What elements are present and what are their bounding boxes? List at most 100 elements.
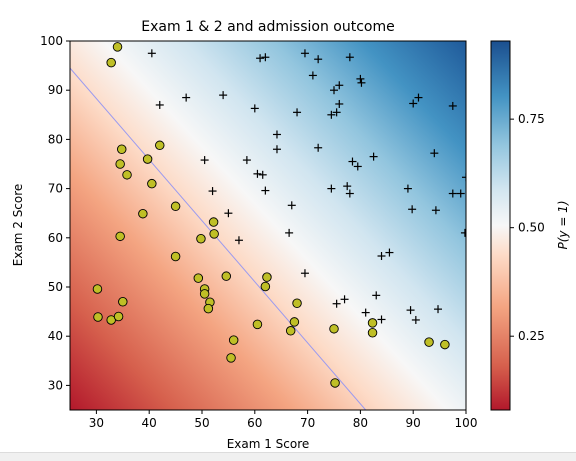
admitted-point bbox=[293, 108, 302, 117]
y-tick-label: 50 bbox=[48, 280, 63, 294]
colorbar-label: P(y = 1) bbox=[556, 200, 570, 249]
y-tick-label: 100 bbox=[40, 34, 63, 48]
admitted-point bbox=[155, 100, 164, 109]
not-admitted-point bbox=[142, 154, 153, 164]
admitted-point bbox=[332, 108, 341, 117]
admitted-point bbox=[406, 306, 415, 315]
not-admitted-point bbox=[208, 217, 219, 227]
not-admitted-point bbox=[138, 208, 148, 219]
not-admitted-point bbox=[193, 273, 204, 283]
colorbar-tick-label: 0.50 bbox=[518, 221, 545, 235]
not-admitted-point bbox=[170, 251, 181, 262]
admitted-point bbox=[361, 308, 370, 317]
x-tick-label: 60 bbox=[247, 416, 262, 430]
admitted-point bbox=[356, 74, 365, 83]
not-admitted-point bbox=[155, 140, 165, 151]
not-admitted-point bbox=[93, 312, 103, 322]
admitted-point bbox=[327, 110, 336, 119]
y-axis-label: Exam 2 Score bbox=[11, 184, 25, 267]
x-tick-label: 40 bbox=[142, 416, 157, 430]
not-admitted-point bbox=[115, 231, 125, 242]
x-tick-label: 30 bbox=[89, 416, 104, 430]
not-admitted-point bbox=[116, 144, 127, 154]
admitted-point bbox=[308, 71, 317, 80]
admitted-point bbox=[200, 156, 209, 165]
colorbar bbox=[490, 40, 511, 411]
admitted-point bbox=[430, 149, 439, 158]
admitted-point bbox=[256, 54, 265, 63]
y-tick-label: 70 bbox=[48, 182, 63, 196]
not-admitted-point bbox=[118, 297, 128, 307]
admitted-point bbox=[224, 209, 233, 218]
decision-boundary-line bbox=[70, 67, 367, 410]
admitted-point bbox=[357, 78, 366, 87]
admitted-point bbox=[411, 315, 420, 324]
admitted-point bbox=[314, 55, 323, 64]
admitted-point bbox=[300, 49, 309, 58]
admitted-point bbox=[234, 236, 243, 245]
not-admitted-point bbox=[106, 57, 116, 68]
admitted-point bbox=[182, 93, 191, 102]
admitted-point bbox=[300, 269, 309, 278]
admitted-point bbox=[353, 162, 362, 171]
not-admitted-point bbox=[199, 289, 210, 299]
admitted-point bbox=[327, 184, 336, 193]
admitted-point bbox=[261, 53, 270, 62]
not-admitted-point bbox=[367, 328, 378, 338]
y-tick-label: 90 bbox=[48, 83, 63, 97]
not-admitted-point bbox=[292, 298, 302, 308]
admitted-point bbox=[335, 81, 344, 90]
admitted-point bbox=[434, 305, 443, 314]
not-admitted-point bbox=[260, 281, 271, 292]
not-admitted-point bbox=[424, 337, 434, 347]
admitted-point bbox=[345, 53, 354, 62]
colorbar-ticks: 0.25 0.50 0.75 bbox=[510, 112, 545, 343]
admitted-point bbox=[261, 186, 270, 195]
x-axis-label: Exam 1 Score bbox=[227, 437, 310, 451]
admitted-point bbox=[330, 86, 338, 95]
not-admitted-point bbox=[262, 272, 272, 282]
x-tick-label: 70 bbox=[300, 416, 315, 430]
colorbar-tick-label: 0.25 bbox=[518, 329, 545, 343]
not-admitted-point bbox=[285, 326, 296, 336]
admitted-point bbox=[258, 170, 267, 179]
not-admitted-point bbox=[209, 229, 219, 239]
not-admitted-point bbox=[329, 324, 339, 334]
y-tick-label: 60 bbox=[48, 231, 63, 245]
window-bottom-bar bbox=[0, 452, 576, 461]
admitted-point bbox=[340, 295, 349, 304]
admitted-point bbox=[285, 228, 294, 237]
not-admitted-point bbox=[196, 234, 206, 244]
chart-title: Exam 1 & 2 and admission outcome bbox=[141, 19, 394, 35]
admitted-point bbox=[272, 145, 281, 154]
not-admitted-point bbox=[252, 319, 263, 330]
not-admitted-point bbox=[113, 311, 124, 322]
not-admitted-point bbox=[122, 170, 132, 180]
x-tick-label: 50 bbox=[194, 416, 209, 430]
not-admitted-point bbox=[221, 271, 232, 281]
x-tick-label: 90 bbox=[406, 416, 421, 430]
admitted-point bbox=[456, 189, 465, 198]
y-axis: 30 40 50 60 70 80 90 100 bbox=[40, 34, 70, 392]
admitted-point bbox=[448, 189, 457, 198]
not-admitted-point bbox=[147, 178, 157, 189]
admitted-point bbox=[448, 101, 457, 110]
admitted-point bbox=[287, 201, 296, 210]
y-tick-label: 40 bbox=[48, 329, 63, 343]
not-admitted-point bbox=[92, 284, 103, 294]
admitted-point bbox=[409, 99, 418, 108]
not-admitted-point bbox=[115, 159, 125, 169]
admitted-point bbox=[219, 91, 228, 100]
not-admitted-point bbox=[289, 317, 300, 327]
not-admitted-point bbox=[112, 42, 123, 52]
admitted-point bbox=[462, 173, 466, 182]
not-admitted-point bbox=[203, 303, 214, 314]
admitted-point bbox=[332, 299, 341, 308]
admitted-point bbox=[403, 184, 412, 193]
not-admitted-point bbox=[228, 335, 239, 345]
admitted-point bbox=[272, 130, 281, 139]
admitted-point bbox=[414, 93, 423, 102]
x-axis: 30 40 50 60 70 80 90 100 bbox=[89, 410, 477, 430]
not-admitted-point bbox=[170, 201, 181, 212]
admitted-point bbox=[345, 189, 354, 198]
